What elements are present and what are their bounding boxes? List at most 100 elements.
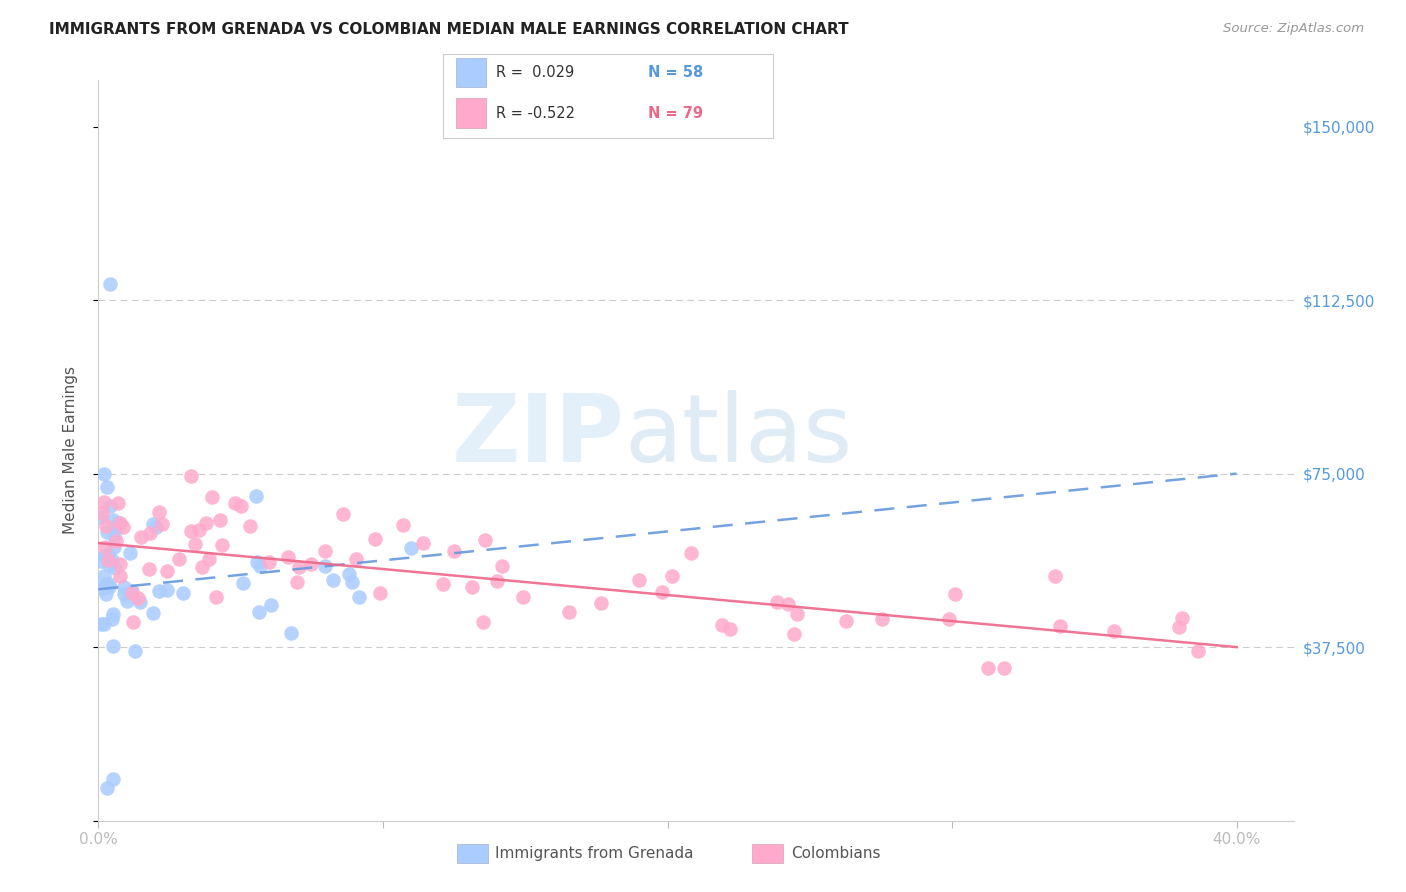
Point [344,552,367,566]
Point [184,537,207,551]
Point [232,575,254,590]
Point [112,580,135,594]
Point [180,524,202,538]
Point [399,541,422,555]
Point [257,555,280,569]
Point [392,518,415,533]
Point [96,587,118,601]
Point [679,546,702,560]
Point [870,612,893,626]
Point [117,594,139,608]
Point [96,480,118,494]
Point [172,585,194,599]
Point [98,499,121,513]
Point [101,513,124,527]
Point [472,615,495,629]
Point [347,591,370,605]
Point [121,584,143,599]
Point [201,490,224,504]
Point [280,626,302,640]
Point [332,507,354,521]
Text: N = 58: N = 58 [648,65,703,80]
Point [558,605,581,619]
Point [103,607,125,622]
Point [98,558,121,572]
Bar [456,58,486,87]
Point [98,277,121,291]
Point [211,538,233,552]
Point [239,518,262,533]
Point [101,612,124,626]
Point [259,598,281,612]
Bar [456,98,486,128]
Point [661,569,683,583]
Point [247,605,270,619]
Point [98,576,121,591]
Text: R = -0.522: R = -0.522 [496,106,575,120]
Point [107,516,129,531]
Point [835,615,858,629]
Text: Colombians: Colombians [792,847,882,861]
Y-axis label: Median Male Earnings: Median Male Earnings [63,367,77,534]
Point [108,557,131,571]
Point [97,553,120,567]
Point [107,496,129,510]
Point [121,586,143,600]
Point [1167,620,1189,634]
Point [1170,611,1192,625]
Point [229,499,252,513]
Point [96,524,118,539]
Point [208,513,231,527]
Point [977,661,1000,675]
Point [364,532,387,546]
Point [118,546,141,560]
Point [340,575,363,590]
Point [124,643,146,657]
Point [93,569,115,583]
Point [156,565,179,579]
Point [93,467,115,481]
Point [128,595,150,609]
Point [97,548,120,562]
Point [591,596,613,610]
Point [139,525,162,540]
Point [90,581,112,595]
Point [150,517,173,532]
Point [104,560,127,574]
Point [412,536,434,550]
Point [432,577,454,591]
Point [131,530,153,544]
Point [194,516,217,530]
Text: ZIP: ZIP [451,390,624,482]
Point [322,574,344,588]
Point [91,506,114,520]
Point [90,510,112,524]
Point [108,568,131,582]
Point [249,559,271,574]
Point [245,489,267,503]
Point [93,617,115,632]
Point [651,585,673,599]
Point [204,591,226,605]
Point [198,552,221,566]
Text: atlas: atlas [624,390,852,482]
Point [103,540,125,554]
Point [301,557,323,571]
Point [156,583,179,598]
Point [148,505,170,519]
Text: Source: ZipAtlas.com: Source: ZipAtlas.com [1223,22,1364,36]
Point [943,586,966,600]
Point [368,586,391,600]
Point [138,562,160,576]
Point [101,772,124,786]
Point [94,576,117,591]
Point [285,575,308,590]
Point [628,573,651,587]
Point [180,469,202,483]
Point [142,606,165,620]
Point [90,616,112,631]
Point [1043,569,1066,583]
Text: N = 79: N = 79 [648,106,703,120]
Point [246,555,269,569]
Point [167,552,190,566]
